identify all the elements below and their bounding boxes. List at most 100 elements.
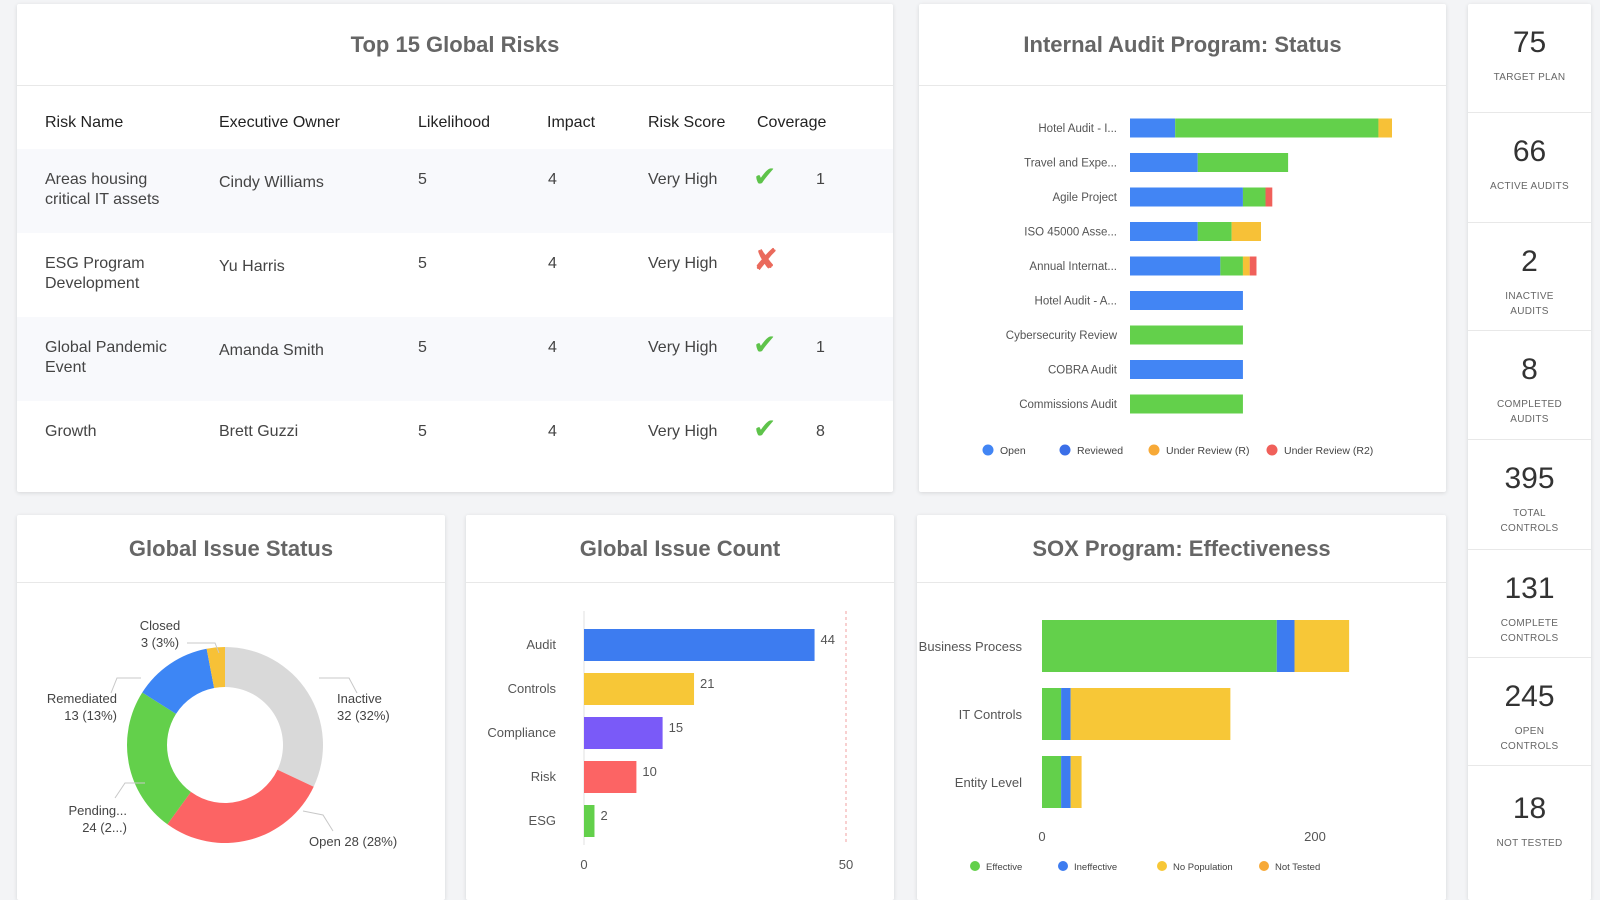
donut-leader-line <box>114 782 145 799</box>
risk-impact: 4 <box>548 171 557 188</box>
donut-label: Remediated <box>47 691 117 706</box>
risk-likelihood: 5 <box>418 423 427 440</box>
risk-impact: 4 <box>548 339 557 356</box>
audit-bar-segment[interactable] <box>1242 187 1266 207</box>
legend-dot <box>1157 861 1167 871</box>
sox-bar-segment[interactable] <box>1042 756 1062 808</box>
risk-name[interactable]: ESG Program Development <box>45 255 145 292</box>
count-bar[interactable] <box>584 805 595 837</box>
table-row[interactable]: ESG Program Development Yu Harris 5 4 Very Hi… <box>17 233 893 317</box>
legend-label[interactable]: Open <box>1000 445 1026 457</box>
sox-bar-segment[interactable] <box>1294 620 1350 672</box>
audit-bar-segment[interactable] <box>1175 118 1379 138</box>
col-executive-owner[interactable]: Executive Owner <box>219 114 340 131</box>
count-bar[interactable] <box>584 629 815 661</box>
audit-bar-segment[interactable] <box>1130 118 1176 138</box>
col-impact[interactable]: Impact <box>547 114 596 131</box>
category-label: Controls <box>508 681 557 696</box>
audit-category-label: Annual Internat... <box>1029 261 1117 273</box>
audit-bar-segment[interactable] <box>1130 256 1221 276</box>
donut-slice[interactable] <box>225 647 323 787</box>
sox-bar-segment[interactable] <box>1061 756 1071 808</box>
issue-status-header: Global Issue Status <box>17 515 445 583</box>
audit-bar-segment[interactable] <box>1249 256 1257 276</box>
check-icon: ✔ <box>753 161 777 192</box>
sox-card: SOX Program: Effectiveness Business Proc… <box>917 515 1446 900</box>
risk-name[interactable]: Areas housing critical IT assets <box>45 171 160 208</box>
table-row[interactable]: Global Pandemic Event Amanda Smith 5 4 Very H… <box>17 317 893 401</box>
kpi-stat[interactable]: 18 NOT TESTED <box>1468 766 1591 900</box>
legend-label[interactable]: Under Review (R2) <box>1284 445 1373 457</box>
legend-dot <box>1148 444 1160 456</box>
category-label: ESG <box>529 813 556 828</box>
donut-slice[interactable] <box>142 648 215 714</box>
kpi-label: TARGET PLAN <box>1493 72 1566 83</box>
donut-label-value: 3 (3%) <box>141 635 179 650</box>
legend-label[interactable]: Reviewed <box>1077 445 1123 457</box>
sox-bar-segment[interactable] <box>1042 688 1062 740</box>
risk-name[interactable]: Growth <box>45 423 97 440</box>
kpi-stat[interactable]: 2 INACTIVE AUDITS <box>1468 223 1591 331</box>
sox-bar-segment[interactable] <box>1276 620 1295 672</box>
audit-bar-segment[interactable] <box>1378 118 1392 138</box>
count-bar[interactable] <box>584 761 637 793</box>
audit-bar-segment[interactable] <box>1220 256 1243 276</box>
kpi-stat[interactable]: 8 COMPLETED AUDITS <box>1468 331 1591 440</box>
audit-bar-segment[interactable] <box>1130 222 1198 241</box>
legend-label[interactable]: Effective <box>986 862 1022 873</box>
kpi-stat[interactable]: 66 ACTIVE AUDITS <box>1468 113 1591 223</box>
legend-label[interactable]: Under Review (R) <box>1166 445 1249 457</box>
donut-slice[interactable] <box>167 769 314 843</box>
kpi-stat[interactable]: 75 TARGET PLAN <box>1468 4 1591 113</box>
kpi-stat[interactable]: 245 OPEN CONTROLS <box>1468 658 1591 766</box>
issue-count-header: Global Issue Count <box>466 515 894 583</box>
issue-count-title: Global Issue Count <box>579 535 781 561</box>
col-coverage[interactable]: Coverage <box>757 114 827 131</box>
col-risk-score[interactable]: Risk Score <box>648 114 726 131</box>
cross-icon: ✘ <box>753 244 779 277</box>
audit-bar-segment[interactable] <box>1265 187 1273 207</box>
audit-status-card: Internal Audit Program: Status Hotel Aud… <box>919 4 1446 492</box>
risk-score: Very High <box>648 339 718 356</box>
audit-bar-segment[interactable] <box>1130 187 1243 207</box>
audit-bar-segment[interactable] <box>1130 394 1243 414</box>
count-bar[interactable] <box>584 717 663 749</box>
sox-bar-segment[interactable] <box>1070 688 1231 740</box>
category-label: Audit <box>526 637 556 652</box>
count-bar[interactable] <box>584 673 695 705</box>
audit-category-label: Hotel Audit - I... <box>1038 123 1117 135</box>
sox-bar-segment[interactable] <box>1042 620 1277 672</box>
issue-count-card: Global Issue Count Audit 44 Controls 21 Comp… <box>466 515 894 900</box>
sox-bar-segment[interactable] <box>1061 688 1071 740</box>
risk-coverage-count: 8 <box>816 423 825 440</box>
audit-bar-segment[interactable] <box>1231 222 1261 241</box>
audit-bar-segment[interactable] <box>1130 153 1198 172</box>
legend-label[interactable]: No Population <box>1173 862 1233 873</box>
audit-bar-segment[interactable] <box>1130 291 1243 310</box>
donut-label-value: 13 (13%) <box>64 708 117 723</box>
audit-bar-segment[interactable] <box>1130 360 1243 379</box>
donut-label: Inactive <box>337 691 382 706</box>
kpi-stat[interactable]: 131 COMPLETE CONTROLS <box>1468 550 1591 658</box>
table-row[interactable]: Areas housing critical IT assets Cindy Wil… <box>17 149 893 233</box>
kpi-stat[interactable]: 395 TOTAL CONTROLS <box>1468 440 1591 550</box>
risk-owner: Cindy Williams <box>219 174 324 191</box>
legend-label[interactable]: Not Tested <box>1275 862 1320 873</box>
audit-bar-segment[interactable] <box>1197 222 1232 241</box>
col-likelihood[interactable]: Likelihood <box>418 114 491 131</box>
audit-bar-segment[interactable] <box>1242 256 1250 276</box>
risk-impact: 4 <box>548 423 557 440</box>
donut-slice[interactable] <box>126 692 191 825</box>
donut-label-value: 32 (32%) <box>337 708 390 723</box>
sox-bar-segment[interactable] <box>1070 756 1082 808</box>
bar-value-label: 10 <box>642 764 656 779</box>
audit-bar-segment[interactable] <box>1197 153 1289 172</box>
audit-bar-segment[interactable] <box>1130 325 1243 345</box>
audit-status-chart: Hotel Audit - I... Travel and Expe... Agil… <box>982 118 1392 457</box>
donut-slice[interactable] <box>206 647 225 689</box>
legend-label[interactable]: Ineffective <box>1074 862 1117 873</box>
table-row[interactable]: Growth Brett Guzzi 5 4 Very High ✔ 8 <box>17 401 893 485</box>
risk-name[interactable]: Global Pandemic Event <box>45 339 167 376</box>
risk-likelihood: 5 <box>418 171 427 188</box>
col-risk-name[interactable]: Risk Name <box>45 114 124 131</box>
